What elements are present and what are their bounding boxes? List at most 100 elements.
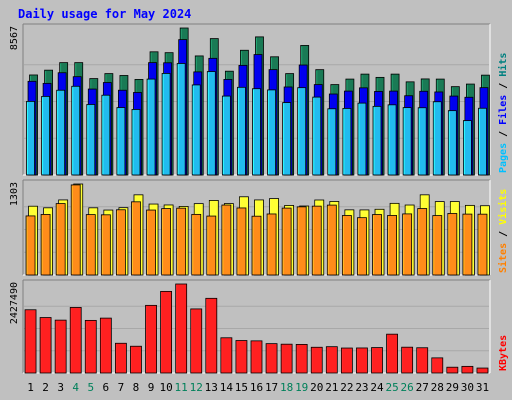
x-tick-label-day-29: 29 bbox=[446, 381, 459, 394]
legend-entry-visits-2: Visits bbox=[497, 189, 509, 225]
bar-sites-day-5 bbox=[85, 214, 96, 276]
bar-kbytes-day-10 bbox=[160, 290, 173, 374]
bar-kbytes-day-3 bbox=[54, 319, 67, 374]
bar-pages-day-19 bbox=[297, 87, 307, 176]
bar-sites-day-3 bbox=[55, 203, 66, 276]
x-tick-label-day-19: 19 bbox=[295, 381, 308, 394]
bar-kbytes-day-30 bbox=[461, 365, 474, 374]
bar-pages-day-21 bbox=[327, 108, 337, 176]
bar-sites-day-11 bbox=[176, 207, 187, 276]
bar-pages-day-5 bbox=[86, 104, 96, 176]
bar-pages-day-18 bbox=[282, 102, 292, 176]
bar-kbytes-day-26 bbox=[401, 346, 414, 374]
bar-sites-day-1 bbox=[25, 215, 36, 276]
bar-sites-day-29 bbox=[447, 213, 458, 276]
bar-kbytes-day-27 bbox=[416, 347, 429, 374]
bar-sites-day-30 bbox=[462, 213, 473, 276]
x-tick-label-day-7: 7 bbox=[118, 381, 125, 394]
x-tick-label-day-2: 2 bbox=[42, 381, 49, 394]
bar-kbytes-day-5 bbox=[84, 319, 97, 374]
series-pages bbox=[26, 63, 487, 176]
bar-sites-day-6 bbox=[100, 214, 111, 276]
x-tick-label-day-10: 10 bbox=[159, 381, 172, 394]
bar-sites-day-31 bbox=[477, 213, 488, 276]
x-tick-label-day-14: 14 bbox=[220, 381, 234, 394]
bar-sites-day-25 bbox=[387, 215, 397, 276]
bar-kbytes-day-19 bbox=[295, 344, 308, 374]
panel-hits-ymax-label: 8567 bbox=[9, 26, 20, 50]
bar-pages-day-29 bbox=[447, 110, 457, 176]
x-tick-label-day-6: 6 bbox=[103, 381, 110, 394]
bar-pages-day-13 bbox=[206, 71, 216, 176]
bar-kbytes-day-7 bbox=[115, 342, 127, 374]
bar-sites-day-20 bbox=[311, 205, 322, 276]
x-tick-label-day-3: 3 bbox=[57, 381, 64, 394]
x-tick-label-day-22: 22 bbox=[340, 381, 353, 394]
legend-entry-visits-0: Sites bbox=[497, 243, 509, 273]
bar-pages-day-12 bbox=[191, 84, 201, 176]
bar-pages-day-30 bbox=[463, 120, 472, 176]
bar-pages-day-27 bbox=[417, 107, 427, 176]
panel-kbytes-ymax-label: 2427490 bbox=[9, 282, 20, 324]
bar-sites-day-10 bbox=[161, 208, 172, 276]
x-tick-label-day-5: 5 bbox=[87, 381, 94, 394]
bar-kbytes-day-29 bbox=[446, 366, 459, 374]
bar-kbytes-day-6 bbox=[99, 317, 112, 374]
bar-sites-day-19 bbox=[296, 206, 307, 276]
bar-pages-day-14 bbox=[221, 95, 231, 176]
x-tick-label-day-20: 20 bbox=[310, 381, 323, 394]
bar-kbytes-day-20 bbox=[310, 346, 323, 374]
series-sites bbox=[25, 184, 488, 276]
bar-pages-day-25 bbox=[387, 104, 397, 176]
bar-kbytes-day-23 bbox=[356, 347, 368, 374]
bar-pages-day-7 bbox=[116, 107, 126, 176]
legend-entry-hits-4: Hits bbox=[497, 53, 509, 77]
x-tick-label-day-25: 25 bbox=[385, 381, 398, 394]
x-tick-label-day-15: 15 bbox=[235, 381, 248, 394]
bar-kbytes-day-28 bbox=[431, 357, 444, 374]
x-tick-label-day-1: 1 bbox=[27, 381, 34, 394]
bar-sites-day-24 bbox=[372, 214, 382, 276]
bar-sites-day-27 bbox=[417, 208, 428, 276]
bar-kbytes-day-25 bbox=[386, 333, 398, 374]
bar-kbytes-day-18 bbox=[280, 343, 293, 374]
bar-kbytes-day-17 bbox=[265, 343, 278, 374]
panel-visits-legend: Sites / Visits bbox=[497, 189, 509, 273]
bar-pages-day-16 bbox=[252, 88, 261, 176]
bar-sites-day-16 bbox=[251, 215, 262, 276]
bar-kbytes-day-15 bbox=[235, 340, 248, 374]
x-tick-label-day-16: 16 bbox=[250, 381, 263, 394]
bar-kbytes-day-31 bbox=[476, 367, 489, 374]
x-tick-label-day-4: 4 bbox=[72, 381, 79, 394]
x-tick-label-day-13: 13 bbox=[205, 381, 218, 394]
bar-kbytes-day-11 bbox=[175, 283, 188, 374]
x-tick-label-day-12: 12 bbox=[190, 381, 203, 394]
bar-pages-day-15 bbox=[237, 86, 246, 176]
x-tick-label-day-9: 9 bbox=[148, 381, 155, 394]
x-tick-label-day-23: 23 bbox=[355, 381, 368, 394]
bar-kbytes-day-9 bbox=[145, 304, 157, 374]
x-tick-label-day-24: 24 bbox=[370, 381, 384, 394]
bar-sites-day-9 bbox=[146, 209, 156, 276]
x-tick-label-day-27: 27 bbox=[416, 381, 429, 394]
bar-kbytes-day-1 bbox=[24, 309, 37, 374]
x-tick-label-day-31: 31 bbox=[476, 381, 489, 394]
bar-sites-day-26 bbox=[402, 213, 413, 276]
bar-sites-day-28 bbox=[432, 215, 443, 276]
panel-hits-legend: Pages / Files / Hits bbox=[497, 53, 509, 173]
bar-sites-day-15 bbox=[236, 207, 247, 276]
bar-sites-day-22 bbox=[341, 215, 352, 276]
bar-kbytes-day-24 bbox=[371, 347, 383, 374]
bar-pages-day-8 bbox=[131, 109, 141, 176]
bar-pages-day-24 bbox=[372, 105, 382, 176]
bar-sites-day-2 bbox=[40, 214, 51, 276]
legend-entry-hits-2: Files bbox=[497, 95, 509, 125]
bar-pages-day-20 bbox=[312, 96, 322, 176]
bar-pages-day-31 bbox=[478, 107, 487, 176]
bar-pages-day-2 bbox=[41, 96, 50, 176]
bar-pages-day-23 bbox=[357, 102, 367, 176]
bar-kbytes-day-4 bbox=[69, 307, 82, 374]
bar-sites-day-8 bbox=[131, 201, 141, 276]
legend-entry-hits-0: Pages bbox=[498, 143, 509, 173]
legend-entry-hits-3: / bbox=[498, 77, 509, 95]
